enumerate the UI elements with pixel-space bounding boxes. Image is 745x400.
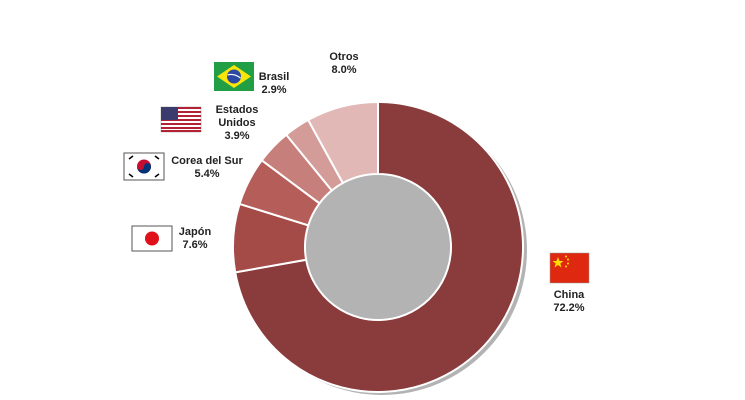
label-china: China 72.2% — [539, 289, 599, 315]
flag-japan — [131, 225, 173, 252]
category-label: Estados Unidos — [215, 104, 259, 129]
value-label: 72.2% — [553, 302, 585, 314]
label-japan: Japón 7.6% — [170, 226, 220, 252]
category-label: China — [553, 289, 585, 301]
category-label: Otros — [329, 51, 359, 63]
label-otros: Otros 8.0% — [319, 51, 369, 77]
slice — [234, 100, 524, 393]
category-label: Corea del Sur — [171, 155, 243, 167]
value-label: 2.9% — [261, 84, 287, 96]
label-usa: Estados Unidos 3.9% — [207, 104, 267, 143]
label-brazil: Brasil 2.9% — [249, 71, 299, 97]
label-korea: Corea del Sur 5.4% — [162, 155, 252, 181]
flag-china — [549, 252, 590, 284]
flag-brazil — [214, 62, 254, 91]
value-label: 7.6% — [182, 239, 208, 251]
value-label: 5.4% — [194, 168, 220, 180]
slices — [232, 100, 524, 393]
category-label: Japón — [178, 226, 212, 238]
flag-usa — [160, 106, 202, 133]
value-label: 3.9% — [224, 130, 250, 142]
flag-korea — [123, 152, 165, 181]
value-label: 8.0% — [331, 64, 357, 76]
slice — [306, 100, 379, 185]
category-label: Brasil — [258, 71, 290, 83]
